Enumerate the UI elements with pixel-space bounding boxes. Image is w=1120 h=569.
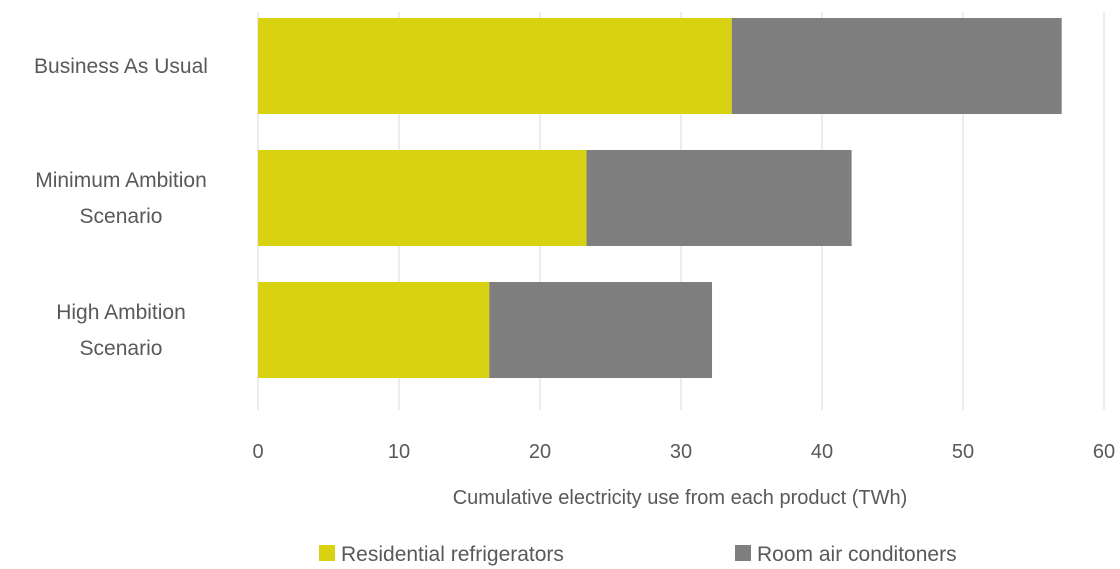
x-tick-label-20: 20 xyxy=(529,441,551,463)
legend: Residential refrigerators Room air condit… xyxy=(319,543,957,566)
legend-swatch-1 xyxy=(735,545,751,561)
legend-swatch-0 xyxy=(319,545,335,561)
x-tick-label-0: 0 xyxy=(252,441,263,463)
x-tick-label-50: 50 xyxy=(952,441,974,463)
category-label-1: Minimum Ambition Scenario xyxy=(35,169,207,228)
bar-air-conditioners-2 xyxy=(489,282,713,378)
bar-refrigerators-2 xyxy=(258,282,490,378)
category-label-2: High Ambition Scenario xyxy=(56,301,186,360)
x-tick-label-60: 60 xyxy=(1093,441,1115,463)
x-tick-label-10: 10 xyxy=(388,441,410,463)
x-tick-label-40: 40 xyxy=(811,441,833,463)
x-tick-label-30: 30 xyxy=(670,441,692,463)
bar-air-conditioners-1 xyxy=(586,150,852,246)
bar-refrigerators-0 xyxy=(258,18,732,114)
bar-refrigerators-1 xyxy=(258,150,587,246)
category-label-0: Business As Usual xyxy=(34,55,208,78)
legend-label-1: Room air conditoners xyxy=(757,543,957,566)
x-axis-title: Cumulative electricity use from each pro… xyxy=(453,487,908,509)
bar-air-conditioners-0 xyxy=(731,18,1062,114)
bars xyxy=(258,18,1062,378)
x-tick-labels: 0 10 20 30 40 50 60 xyxy=(252,441,1115,463)
legend-label-0: Residential refrigerators xyxy=(341,543,564,566)
category-labels: Business As Usual Minimum Ambition Scenari… xyxy=(34,55,208,360)
